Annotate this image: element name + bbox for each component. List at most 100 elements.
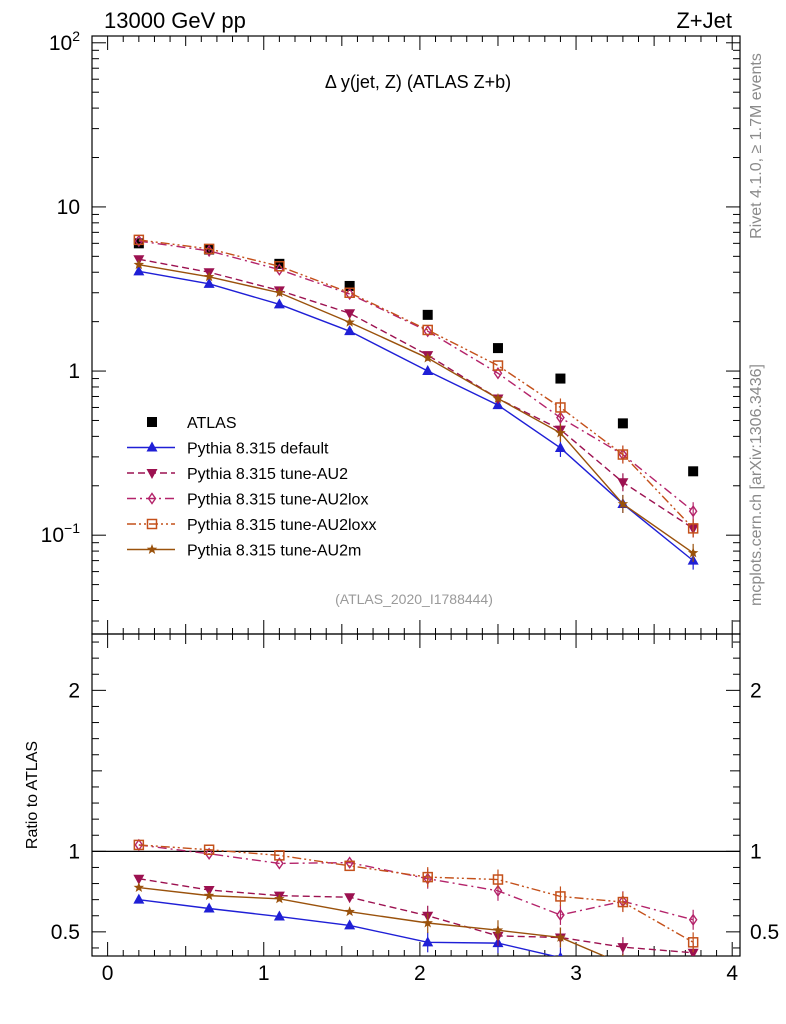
x-tick-label: 0	[102, 962, 114, 985]
ratio-point-AU2lox	[493, 884, 503, 898]
main-point-default	[554, 441, 566, 452]
ratio-line-AU2m	[138, 886, 606, 956]
ratio-series-layer	[133, 838, 699, 971]
legend-label: ATLAS	[187, 415, 237, 432]
legend-label: Pythia 8.315 tune-AU2lox	[187, 492, 368, 509]
main-point-AU2loxx	[422, 324, 433, 336]
main-point-AU2loxx	[492, 360, 504, 371]
ratio-y-tick-label-right: 1	[750, 840, 762, 863]
analysis-watermark: (ATLAS_2020_I1788444)	[335, 591, 493, 607]
ratio-point-default	[617, 958, 628, 968]
ratio-line-AU2loxx	[138, 844, 694, 943]
legend-marker-AU2	[146, 469, 158, 479]
main-point-ATLAS	[133, 238, 144, 249]
main-point-AU2lox	[493, 367, 503, 380]
ratio-point-AU2lox	[556, 908, 565, 922]
main-point-ATLAS	[344, 280, 355, 291]
process-label: Z+Jet	[676, 8, 732, 33]
ratio-series-AU2loxx	[133, 839, 699, 953]
legend-entry-AU2: Pythia 8.315 tune-AU2	[127, 466, 348, 483]
ratio-point-AU2m	[618, 959, 628, 969]
main-line-AU2	[138, 258, 694, 529]
main-y-tick-label: 10	[57, 196, 80, 219]
ratio-y-tick-label-right: 2	[750, 679, 762, 702]
x-tick-label: 1	[258, 962, 270, 985]
x-tick-label: 3	[570, 962, 582, 985]
ratio-point-AU2m	[274, 893, 285, 904]
ratio-point-AU2	[344, 893, 356, 904]
main-point-AU2m	[617, 498, 629, 509]
main-point-AU2m	[555, 427, 566, 438]
ratio-point-AU2lox	[204, 847, 214, 860]
ratio-point-default	[133, 893, 145, 904]
ratio-point-AU2m	[492, 924, 504, 935]
main-point-AU2m	[274, 287, 285, 298]
main-point-AU2m	[344, 316, 355, 327]
main-point-ATLAS	[555, 373, 566, 384]
main-point-AU2loxx	[274, 261, 285, 272]
source-label: mcplots.cern.ch [arXiv:1306.3436]	[748, 364, 765, 606]
ratio-point-AU2m	[422, 917, 433, 928]
ratio-y-tick-label-left: 2	[68, 679, 80, 702]
legend-marker-AU2m	[146, 544, 158, 554]
ratio-series-default	[133, 893, 699, 971]
ratio-point-AU2loxx	[344, 860, 355, 872]
main-line-AU2loxx	[138, 239, 694, 529]
legend-entry-AU2lox: Pythia 8.315 tune-AU2lox	[127, 492, 368, 509]
main-point-AU2lox	[134, 234, 144, 248]
ratio-point-AU2loxx	[687, 937, 699, 948]
ratio-point-AU2loxx	[203, 844, 215, 855]
ratio-point-default	[344, 919, 356, 930]
main-point-AU2lox	[423, 324, 433, 338]
legend-marker-AU2loxx	[146, 518, 158, 530]
legend-marker-AU2lox	[147, 492, 157, 505]
ratio-point-AU2loxx	[133, 839, 145, 851]
ratio-point-AU2lox	[688, 913, 698, 926]
legend-label: Pythia 8.315 tune-AU2m	[187, 543, 361, 560]
ratio-axis-ticks: 0.5 0.5 1 1 2 2 0 1 2 3 4	[51, 634, 779, 985]
ratio-point-AU2m	[133, 882, 145, 893]
main-point-AU2m	[492, 393, 504, 403]
legend-entry-AU2m: Pythia 8.315 tune-AU2m	[127, 543, 361, 560]
ratio-point-AU2lox	[275, 857, 284, 870]
ratio-series-AU2m	[133, 882, 628, 969]
ratio-panel: 0.5 0.5 1 1 2 2 0 1 2 3 4 Ratio to ATLAS	[24, 633, 779, 985]
main-series-layer	[133, 234, 699, 570]
main-series-AU2loxx	[133, 234, 699, 538]
ratio-y-tick-label-left: 0.5	[51, 921, 80, 944]
ratio-point-AU2loxx	[422, 871, 433, 883]
legend-marker-ATLAS	[147, 417, 157, 427]
main-point-AU2lox	[275, 263, 284, 276]
main-panel: 10−1 1 10 102 Δ y(jet, Z) (ATLAS Z+b) (ATLA…	[41, 28, 741, 635]
main-point-default	[344, 325, 356, 336]
ratio-y-tick-label-right: 0.5	[750, 921, 779, 944]
ratio-point-AU2	[133, 874, 145, 885]
main-point-AU2m	[203, 271, 215, 282]
ratio-point-AU2loxx	[555, 891, 566, 902]
ratio-point-AU2m	[555, 931, 566, 942]
ratio-point-AU2	[687, 948, 699, 956]
main-point-default	[273, 298, 285, 309]
ratio-line-AU2	[138, 878, 694, 954]
ratio-line-default	[138, 898, 557, 956]
ratio-point-default	[558, 951, 563, 956]
legend-entry-default: Pythia 8.315 default	[127, 441, 329, 458]
legend-entry-ATLAS: ATLAS	[147, 415, 237, 432]
legend-entry-AU2loxx: Pythia 8.315 tune-AU2loxx	[127, 517, 376, 534]
ratio-point-AU2m	[203, 890, 215, 901]
ratio-point-default	[688, 961, 699, 971]
legend-marker-default	[146, 441, 158, 452]
main-point-ATLAS	[617, 418, 628, 429]
main-point-AU2lox	[688, 504, 698, 518]
main-point-AU2	[344, 309, 356, 320]
main-axis-ticks: 10−1 1 10 102	[41, 28, 740, 634]
main-point-AU2m	[422, 352, 433, 363]
main-point-ATLAS	[422, 309, 433, 320]
ratio-point-default	[203, 902, 215, 913]
ratio-frame	[91, 633, 741, 957]
main-point-AU2loxx	[555, 402, 566, 413]
ratio-y-tick-label-left: 1	[68, 840, 80, 863]
main-point-ATLAS	[492, 343, 503, 354]
main-series-AU2m	[133, 259, 699, 562]
